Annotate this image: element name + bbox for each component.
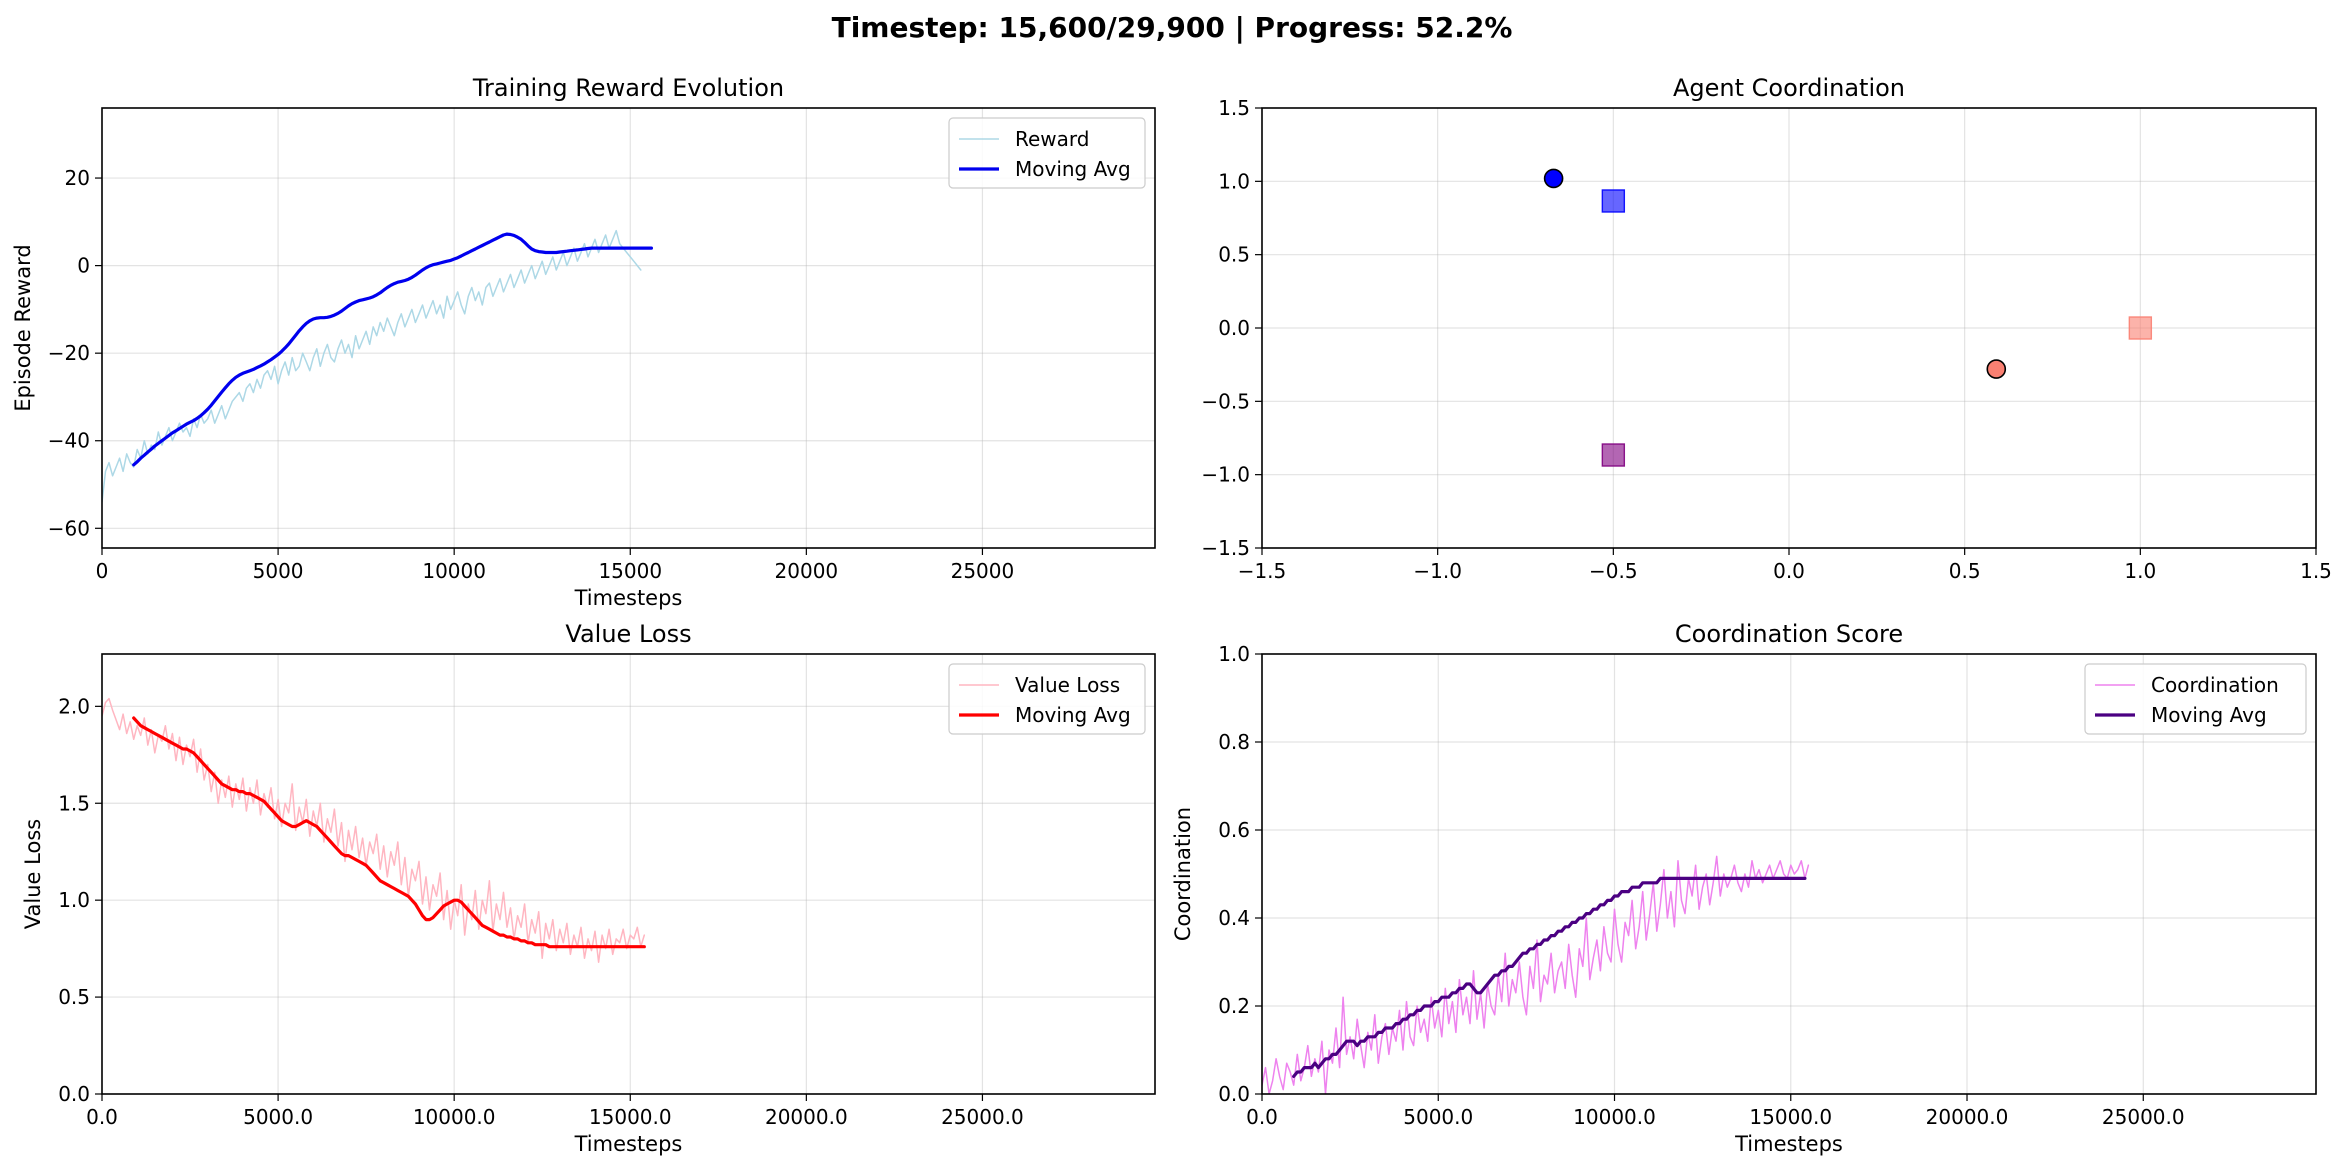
- y-tick-label: 1.0: [1218, 642, 1250, 666]
- y-tick-label: 0.8: [1218, 730, 1250, 754]
- y-tick-label: 1.0: [1218, 169, 1250, 193]
- x-axis-label: Timesteps: [1734, 1132, 1843, 1156]
- x-tick-label: 10000: [422, 559, 486, 583]
- x-tick-label: 5000: [253, 559, 304, 583]
- y-tick-label: 0.0: [1218, 1082, 1250, 1106]
- legend-label: Moving Avg: [1015, 157, 1131, 181]
- target-marker: [2128, 316, 2153, 340]
- target-marker: [1601, 189, 1626, 213]
- chart-loss: 0.0 5000.0 10000.0 15000.0 20000.0 25000.0 0.0…: [21, 620, 1156, 1156]
- legend-label: Coordination: [2151, 673, 2279, 697]
- plot-area: [1262, 855, 1810, 1094]
- series-line-raw: [102, 697, 646, 963]
- legend-label: Moving Avg: [2151, 703, 2267, 727]
- x-tick-label: 20000: [775, 559, 839, 583]
- axes-frame: [1261, 107, 2317, 549]
- y-tick-label: 0.0: [58, 1082, 90, 1106]
- legend-label: Reward: [1015, 127, 1089, 151]
- x-axis-label: Timesteps: [574, 1132, 683, 1156]
- series-line-raw: [1262, 855, 1810, 1094]
- y-tick-label: −60: [48, 516, 90, 540]
- legend: Reward Moving Avg: [948, 117, 1146, 189]
- plot-area: [1543, 168, 2153, 467]
- x-tick-label: −1.0: [1413, 559, 1462, 583]
- x-tick-label: 5000.0: [243, 1105, 313, 1129]
- x-tick-label: 20000.0: [1926, 1105, 2009, 1129]
- x-tick-label: −1.5: [1238, 559, 1287, 583]
- axes-frame: [101, 107, 1156, 549]
- plot-area: [102, 697, 646, 963]
- y-tick-label: 20: [65, 166, 90, 190]
- y-tick-label: 0.5: [58, 985, 90, 1009]
- x-tick-label: 0.0: [1246, 1105, 1278, 1129]
- chart-title: Coordination Score: [1675, 620, 1903, 648]
- x-tick-label: 1.0: [2124, 559, 2156, 583]
- figure-suptitle: Timestep: 15,600/29,900 | Progress: 52.2…: [832, 11, 1513, 44]
- axes-frame: [101, 653, 1156, 1095]
- y-tick-label: 1.5: [1218, 96, 1250, 120]
- y-tick-label: −20: [48, 341, 90, 365]
- chart-title: Value Loss: [565, 620, 691, 648]
- x-tick-label: 25000.0: [941, 1105, 1024, 1129]
- y-tick-label: 0.6: [1218, 818, 1250, 842]
- y-tick-label: 0.0: [1218, 316, 1250, 340]
- x-tick-label: −0.5: [1589, 559, 1638, 583]
- chart-title: Agent Coordination: [1673, 74, 1905, 102]
- legend-box: [2084, 663, 2307, 735]
- series-line-moving-avg: [132, 232, 654, 467]
- y-axis-label: Episode Reward: [11, 244, 35, 411]
- x-tick-label: 0.5: [1949, 559, 1981, 583]
- y-tick-label: 0.2: [1218, 994, 1250, 1018]
- y-tick-label: 2.0: [58, 694, 90, 718]
- plot-area: [102, 229, 654, 503]
- x-tick-label: 5000.0: [1403, 1105, 1473, 1129]
- legend-label: Value Loss: [1015, 673, 1120, 697]
- x-tick-label: 0: [96, 559, 109, 583]
- y-tick-label: −1.5: [1201, 536, 1250, 560]
- chart-coord: 0.0 5000.0 10000.0 15000.0 20000.0 25000.0 0.0…: [1171, 620, 2317, 1156]
- x-axis-label: Timesteps: [574, 586, 683, 610]
- y-tick-label: 0: [77, 254, 90, 278]
- x-tick-label: 0.0: [86, 1105, 118, 1129]
- x-tick-label: 15000.0: [1749, 1105, 1832, 1129]
- x-tick-label: 20000.0: [765, 1105, 848, 1129]
- y-tick-label: 1.5: [58, 791, 90, 815]
- x-tick-label: 25000: [951, 559, 1015, 583]
- axes-frame: [1261, 653, 2317, 1095]
- x-tick-label: 1.5: [2300, 559, 2332, 583]
- x-tick-label: 10000.0: [1573, 1105, 1656, 1129]
- series-line-raw: [102, 229, 642, 503]
- y-tick-label: 0.5: [1218, 243, 1250, 267]
- series-line-moving-avg: [132, 716, 646, 949]
- y-tick-label: −1.0: [1201, 463, 1250, 487]
- x-tick-label: 15000: [598, 559, 662, 583]
- y-axis-label: Value Loss: [21, 819, 45, 929]
- x-tick-label: 10000.0: [413, 1105, 496, 1129]
- x-tick-label: 25000.0: [2102, 1105, 2185, 1129]
- y-tick-label: −0.5: [1201, 389, 1250, 413]
- y-axis-label: Coordination: [1171, 807, 1195, 941]
- agent-marker: [1543, 168, 1564, 189]
- chart-title: Training Reward Evolution: [472, 74, 784, 102]
- chart-reward: 0 5000 10000 15000 20000 25000 −60 −40 −20 0 20 Tra…: [11, 74, 1156, 610]
- chart-agents: −1.5 −1.0 −0.5 0.0 0.5 1.0 1.5 −1.5 −1.0 −0.5 0.0 0…: [1201, 74, 2331, 583]
- target-marker: [1601, 443, 1626, 467]
- x-tick-label: 0.0: [1773, 559, 1805, 583]
- y-tick-label: −40: [48, 429, 90, 453]
- y-tick-label: 0.4: [1218, 906, 1250, 930]
- agent-marker: [1986, 359, 2007, 379]
- legend-label: Moving Avg: [1015, 703, 1131, 727]
- y-tick-label: 1.0: [58, 888, 90, 912]
- x-tick-label: 15000.0: [589, 1105, 672, 1129]
- legend: Coordination Moving Avg: [2084, 663, 2307, 735]
- series-line-moving-avg: [1292, 876, 1807, 1079]
- legend: Value Loss Moving Avg: [948, 663, 1146, 735]
